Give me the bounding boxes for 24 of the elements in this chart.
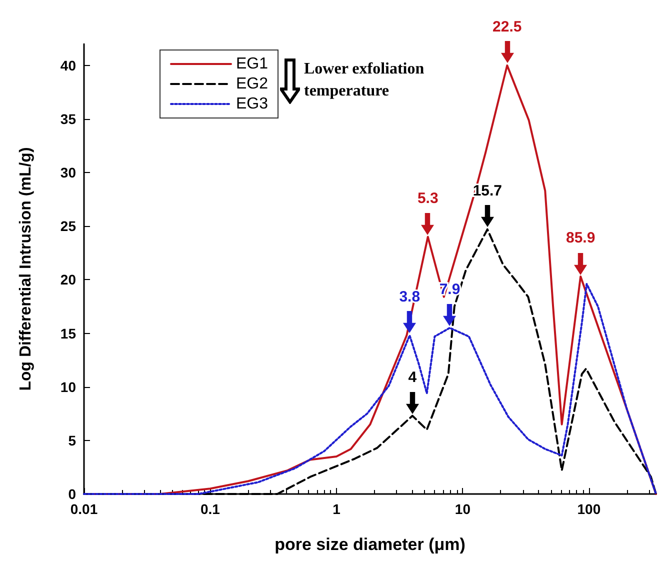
annotation: 4 <box>408 368 418 386</box>
x-tick-label: 0.01 <box>70 501 98 517</box>
y-tick-label: 35 <box>60 111 76 127</box>
x-axis-title: pore size diameter (μm) <box>274 535 466 554</box>
y-tick-label: 25 <box>60 218 76 234</box>
y-tick-label: 20 <box>60 272 76 288</box>
annotation: 22.5 <box>492 18 522 36</box>
x-tick-label: 100 <box>577 501 601 517</box>
annotation: Lower exfoliation temperature <box>304 60 424 100</box>
y-tick-label: 5 <box>68 432 76 448</box>
x-tick-label: 1 <box>332 501 341 517</box>
y-axis-title: Log Differential Intrusion (mL/g) <box>18 147 34 391</box>
legend-label: EG1 <box>236 56 268 72</box>
legend-label: EG3 <box>236 96 268 112</box>
y-tick-label: 10 <box>60 378 76 395</box>
x-tick-label: 0.1 <box>200 501 220 517</box>
annotation: 85.9 <box>566 230 596 246</box>
legend-label: EG2 <box>236 76 268 92</box>
y-tick-label: 15 <box>60 325 76 342</box>
annotation: 5.3 <box>417 190 438 207</box>
y-tick-label: 0 <box>68 486 76 502</box>
y-tick-label: 30 <box>60 164 76 181</box>
y-tick-label: 40 <box>60 57 76 74</box>
x-tick-label: 10 <box>454 501 471 517</box>
